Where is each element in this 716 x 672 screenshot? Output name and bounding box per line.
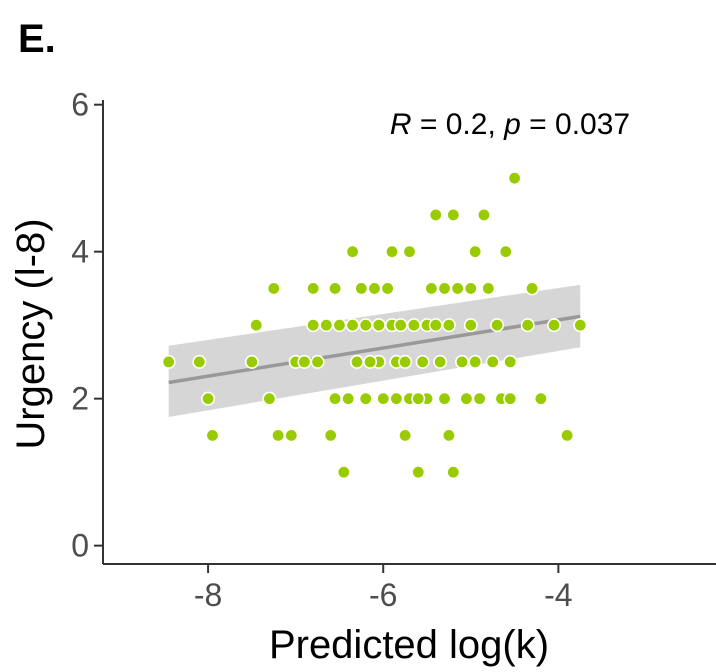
data-point bbox=[546, 318, 561, 333]
data-point bbox=[455, 354, 470, 369]
data-point bbox=[503, 391, 518, 406]
data-point bbox=[463, 318, 478, 333]
data-point bbox=[503, 354, 518, 369]
data-point bbox=[336, 465, 351, 480]
data-point bbox=[398, 354, 413, 369]
data-point bbox=[428, 318, 443, 333]
r-symbol: R bbox=[390, 108, 412, 141]
data-point bbox=[533, 391, 548, 406]
data-point bbox=[271, 428, 286, 443]
data-point bbox=[371, 318, 386, 333]
data-point bbox=[402, 244, 417, 259]
p-value: = 0.037 bbox=[521, 108, 630, 141]
p-symbol: p bbox=[503, 108, 521, 141]
data-point bbox=[332, 318, 347, 333]
data-point bbox=[319, 318, 334, 333]
data-point bbox=[441, 318, 456, 333]
data-point bbox=[345, 318, 360, 333]
data-point bbox=[393, 318, 408, 333]
data-point bbox=[306, 281, 321, 296]
data-point bbox=[205, 428, 220, 443]
data-point bbox=[380, 281, 395, 296]
data-point bbox=[284, 428, 299, 443]
data-point bbox=[450, 281, 465, 296]
data-point bbox=[437, 391, 452, 406]
data-point bbox=[244, 354, 259, 369]
data-point bbox=[437, 281, 452, 296]
r-value: = 0.2, bbox=[412, 108, 505, 141]
data-point bbox=[328, 281, 343, 296]
data-point bbox=[468, 354, 483, 369]
data-point bbox=[446, 207, 461, 222]
data-point bbox=[406, 318, 421, 333]
data-point bbox=[310, 354, 325, 369]
data-point bbox=[389, 391, 404, 406]
data-point bbox=[376, 391, 391, 406]
data-point bbox=[424, 281, 439, 296]
data-point bbox=[459, 391, 474, 406]
data-point bbox=[349, 354, 364, 369]
data-point bbox=[481, 281, 496, 296]
data-point bbox=[297, 354, 312, 369]
y-tick-label: 4 bbox=[71, 234, 89, 270]
data-point bbox=[341, 391, 356, 406]
y-tick-label: 2 bbox=[71, 381, 89, 417]
data-point bbox=[411, 391, 426, 406]
y-tick-label: 0 bbox=[71, 528, 89, 564]
points-layer bbox=[161, 171, 588, 480]
data-point bbox=[446, 465, 461, 480]
data-point bbox=[472, 391, 487, 406]
data-point bbox=[498, 244, 513, 259]
data-point bbox=[490, 318, 505, 333]
data-point bbox=[367, 281, 382, 296]
data-point bbox=[433, 354, 448, 369]
data-point bbox=[573, 318, 588, 333]
x-axis-title: Predicted log(k) bbox=[269, 623, 549, 667]
y-axis-title: Urgency (l-8) bbox=[9, 218, 53, 449]
regression-line bbox=[168, 314, 581, 385]
data-point bbox=[411, 465, 426, 480]
data-point bbox=[560, 428, 575, 443]
data-point bbox=[441, 428, 456, 443]
plot-area bbox=[161, 171, 588, 480]
data-point bbox=[345, 244, 360, 259]
data-point bbox=[363, 354, 378, 369]
panel-label: E. bbox=[18, 17, 56, 61]
data-point bbox=[468, 244, 483, 259]
x-tick-label: -6 bbox=[369, 577, 397, 613]
data-point bbox=[428, 207, 443, 222]
data-point bbox=[266, 281, 281, 296]
x-tick-label: -4 bbox=[544, 577, 572, 613]
x-axis: -8 -6 -4 bbox=[103, 563, 716, 613]
y-tick-label: 6 bbox=[71, 87, 89, 123]
data-point bbox=[328, 391, 343, 406]
data-point bbox=[249, 318, 264, 333]
data-point bbox=[520, 318, 535, 333]
data-point bbox=[525, 281, 540, 296]
data-point bbox=[476, 207, 491, 222]
data-point bbox=[398, 428, 413, 443]
data-point bbox=[507, 171, 522, 186]
data-point bbox=[358, 318, 373, 333]
data-point bbox=[384, 244, 399, 259]
data-point bbox=[485, 354, 500, 369]
data-point bbox=[415, 354, 430, 369]
data-point bbox=[354, 281, 369, 296]
x-tick-label: -8 bbox=[194, 577, 222, 613]
correlation-annotation: R = 0.2, p = 0.037 bbox=[390, 108, 630, 141]
y-axis: 0 2 4 6 bbox=[71, 87, 104, 564]
data-point bbox=[201, 391, 216, 406]
data-point bbox=[306, 318, 321, 333]
data-point bbox=[323, 428, 338, 443]
data-point bbox=[192, 354, 207, 369]
data-point bbox=[262, 391, 277, 406]
data-point bbox=[161, 354, 176, 369]
data-point bbox=[358, 391, 373, 406]
data-point bbox=[463, 281, 478, 296]
